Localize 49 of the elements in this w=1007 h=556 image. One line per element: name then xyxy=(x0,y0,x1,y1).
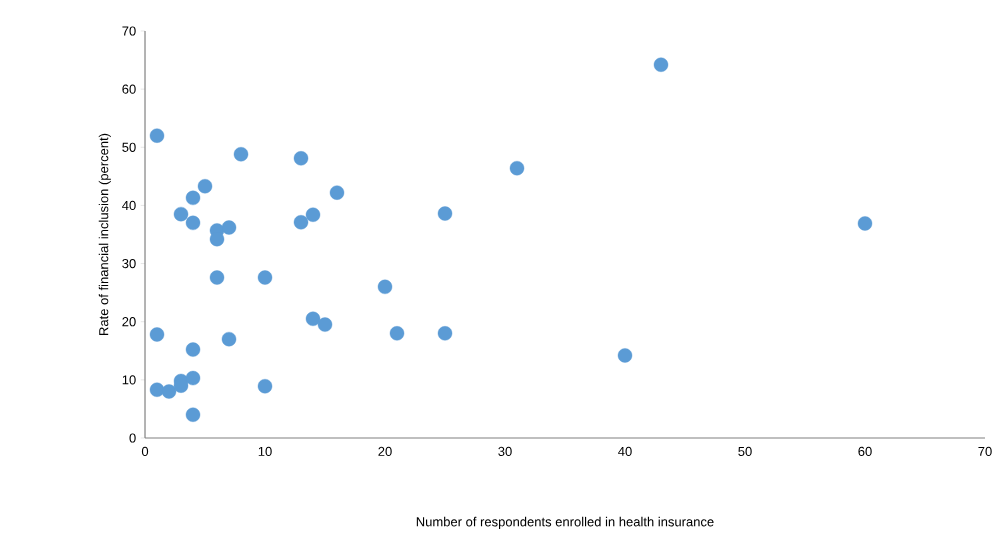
x-axis-title: Number of respondents enrolled in health insurance xyxy=(416,516,714,529)
y-axis-title: Rate of financial inclusion (percent) xyxy=(98,133,111,335)
y-tick-label: 60 xyxy=(122,84,136,94)
point xyxy=(185,370,201,386)
y-tick-label: 30 xyxy=(122,258,136,269)
y-tick-label: 70 xyxy=(122,26,136,36)
point xyxy=(233,147,249,162)
point xyxy=(653,57,669,72)
point xyxy=(389,326,405,341)
y-tick-label: 10 xyxy=(122,375,136,385)
x-tick-label: 70 xyxy=(978,446,992,456)
x-tick-label: 0 xyxy=(141,446,149,456)
point xyxy=(149,327,165,342)
point xyxy=(437,206,453,221)
point xyxy=(857,216,873,231)
point xyxy=(293,151,309,166)
x-tick-label: 50 xyxy=(738,446,752,456)
point xyxy=(305,207,321,222)
point xyxy=(617,348,633,363)
point xyxy=(149,128,165,143)
point xyxy=(185,407,201,422)
point xyxy=(161,384,177,399)
point xyxy=(377,279,393,295)
point xyxy=(149,382,165,397)
point xyxy=(173,206,189,222)
point xyxy=(317,317,333,332)
point xyxy=(293,215,309,230)
y-tick-label: 20 xyxy=(122,317,136,327)
point xyxy=(305,311,321,326)
point xyxy=(209,270,225,285)
x-tick-label: 10 xyxy=(258,446,272,456)
point xyxy=(509,161,525,176)
y-tick-label: 40 xyxy=(122,200,136,211)
y-tick-label: 0 xyxy=(129,433,136,443)
x-tick-label: 40 xyxy=(618,446,632,456)
point xyxy=(329,185,345,200)
point xyxy=(257,379,273,394)
point xyxy=(221,220,237,235)
point xyxy=(437,326,453,341)
point xyxy=(221,331,237,347)
point xyxy=(185,215,201,231)
y-tick-label: 50 xyxy=(122,142,136,152)
point xyxy=(197,179,213,194)
x-tick-label: 60 xyxy=(858,446,872,456)
x-tick-label: 30 xyxy=(498,446,512,456)
point xyxy=(185,342,201,357)
point xyxy=(257,270,273,285)
point xyxy=(185,190,201,206)
x-tick-label: 20 xyxy=(378,446,392,456)
